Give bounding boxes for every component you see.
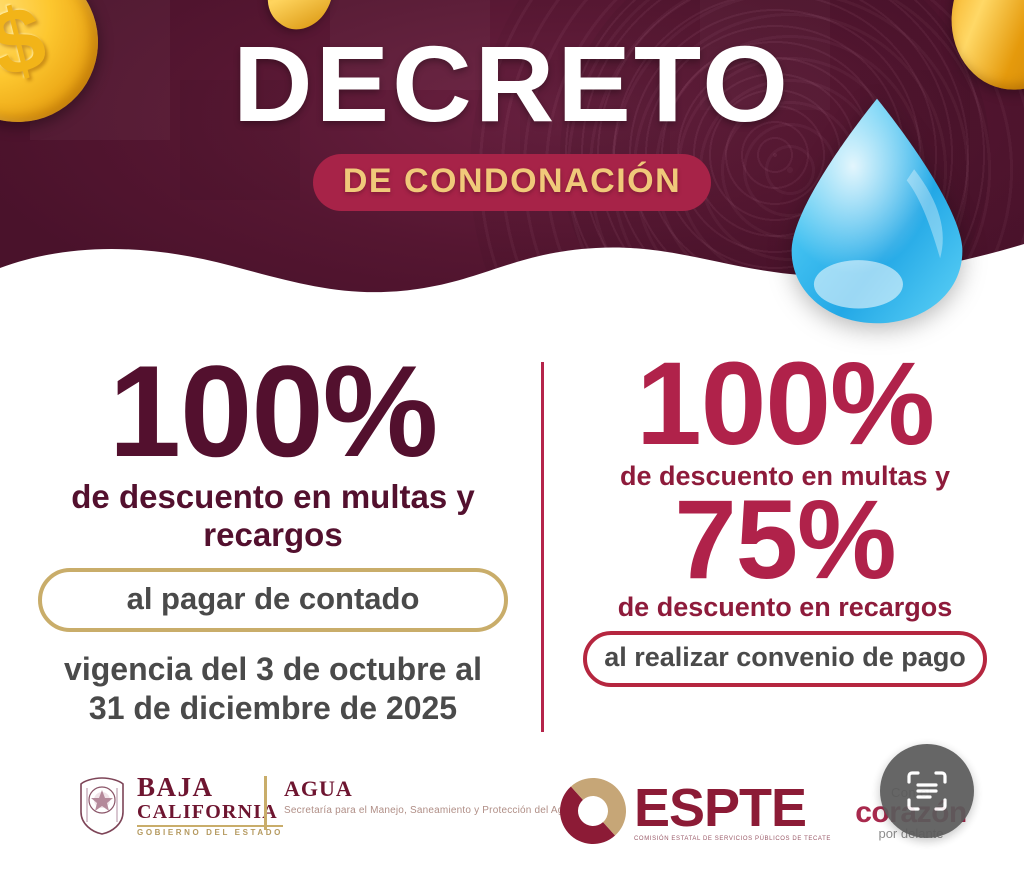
offer-right-condition-badge: al realizar convenio de pago bbox=[583, 631, 987, 688]
cespte-wordmark: ESPTE COMISIÓN ESTATAL DE SERVICIOS PÚBL… bbox=[634, 781, 831, 842]
agua-title: AGUA bbox=[284, 776, 353, 801]
offer-panel-right: 100% de descuento en multas y 75% de des… bbox=[556, 338, 1014, 688]
offer-right-percent-1: 100% bbox=[636, 338, 935, 470]
offer-left-validity-line2: 31 de diciembre de 2025 bbox=[88, 690, 458, 727]
baja-california-logo: BAJA CALIFORNIA GOBIERNO DEL ESTADO bbox=[78, 772, 284, 837]
offer-right-description-2: de descuento en recargos bbox=[617, 592, 953, 623]
header-title-block: DECRETO DE CONDONACIÓN bbox=[0, 30, 1024, 211]
offer-right-description-1: de descuento en multas y bbox=[619, 460, 951, 491]
bc-line-baja: BAJA bbox=[137, 772, 214, 802]
page-title: DECRETO bbox=[232, 23, 792, 144]
cespte-logo: ESPTE COMISIÓN ESTATAL DE SERVICIOS PÚBL… bbox=[556, 774, 831, 848]
offer-left-validity: vigencia del 3 de octubre al 31 de dicie… bbox=[16, 650, 530, 728]
poster-footer: BAJA CALIFORNIA GOBIERNO DEL ESTADO AGUA… bbox=[0, 762, 1024, 873]
scan-text-fab-button[interactable] bbox=[880, 744, 974, 838]
cespte-c-icon bbox=[560, 778, 626, 844]
offer-left-condition-badge: al pagar de contado bbox=[38, 568, 508, 633]
offer-right-percent-2: 75% bbox=[674, 476, 896, 602]
bc-divider-rule bbox=[137, 825, 284, 827]
offer-left-validity-line1: vigencia del 3 de octubre al bbox=[64, 651, 482, 688]
offer-panel-left: 100% de descuento en multas y recargos a… bbox=[16, 338, 530, 728]
cespte-word: ESPTE bbox=[634, 777, 807, 838]
offer-left-description: de descuento en multas y recargos bbox=[71, 477, 475, 553]
footer-logo-separator bbox=[264, 776, 267, 830]
scan-text-icon bbox=[907, 771, 947, 811]
bc-line-california: CALIFORNIA bbox=[137, 801, 278, 823]
cespte-subtitle: COMISIÓN ESTATAL DE SERVICIOS PÚBLICOS D… bbox=[634, 835, 831, 842]
agua-logo: AGUA Secretaría para el Manejo, Saneamie… bbox=[284, 778, 575, 818]
baja-california-wordmark: BAJA CALIFORNIA GOBIERNO DEL ESTADO bbox=[137, 772, 284, 837]
panel-divider bbox=[541, 362, 544, 732]
bc-line-gobierno: GOBIERNO DEL ESTADO bbox=[137, 828, 284, 837]
agua-subtitle: Secretaría para el Manejo, Saneamiento y… bbox=[284, 805, 576, 816]
offer-left-percent: 100% bbox=[108, 338, 439, 484]
coat-of-arms-icon bbox=[80, 776, 124, 835]
water-droplet-icon bbox=[791, 98, 963, 324]
header-subtitle-badge: DE CONDONACIÓN bbox=[312, 154, 712, 211]
